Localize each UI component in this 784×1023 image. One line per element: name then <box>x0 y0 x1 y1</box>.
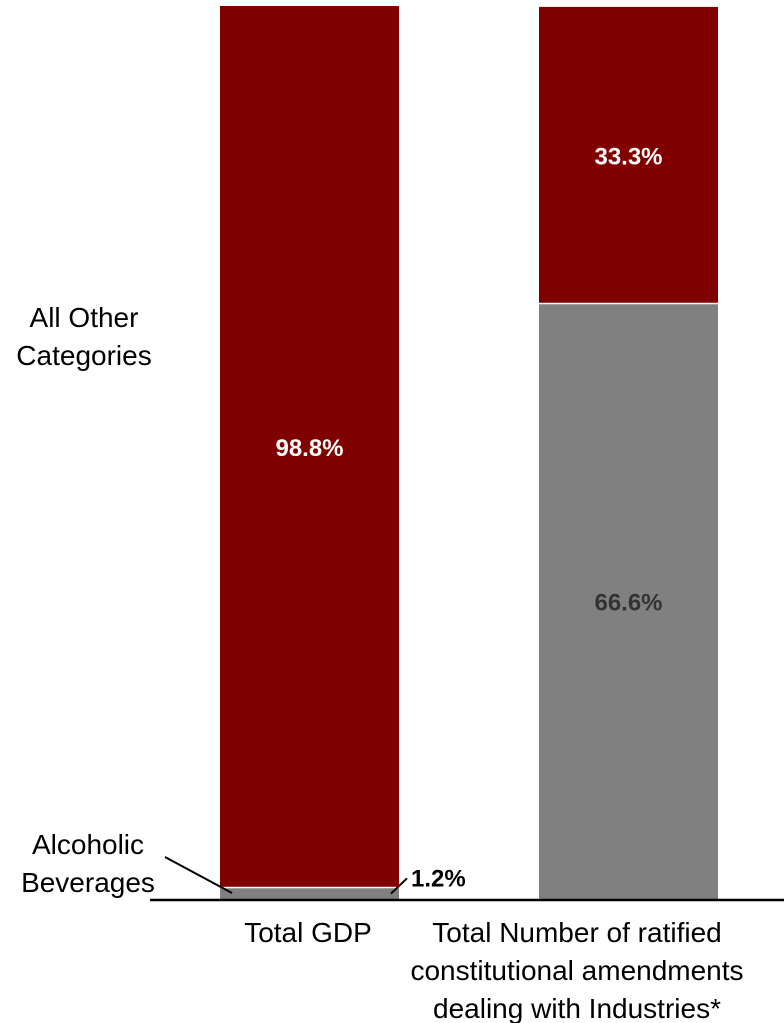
series-leader-line <box>164 856 233 894</box>
value-label: 98.8% <box>275 435 343 462</box>
bar-0-all-other-categories <box>220 6 399 887</box>
value-label: 1.2% <box>411 865 466 892</box>
bar-1-all-other-categories <box>539 6 718 303</box>
value-label: 33.3% <box>594 144 662 171</box>
value-label: 66.6% <box>594 590 662 617</box>
bar-0-alcoholic-beverages <box>220 888 399 899</box>
series-label-alcohol: Alcoholic <box>32 829 144 860</box>
series-label-other: Categories <box>16 340 151 371</box>
category-label: dealing with Industries* <box>433 993 721 1023</box>
category-label: Total GDP <box>244 917 372 948</box>
series-label-other: All Other <box>30 302 139 333</box>
category-label: Total Number of ratified <box>432 917 721 948</box>
bar-1-alcoholic-beverages <box>539 304 718 900</box>
category-label: constitutional amendments <box>410 955 743 986</box>
series-label-alcohol: Beverages <box>21 867 155 898</box>
